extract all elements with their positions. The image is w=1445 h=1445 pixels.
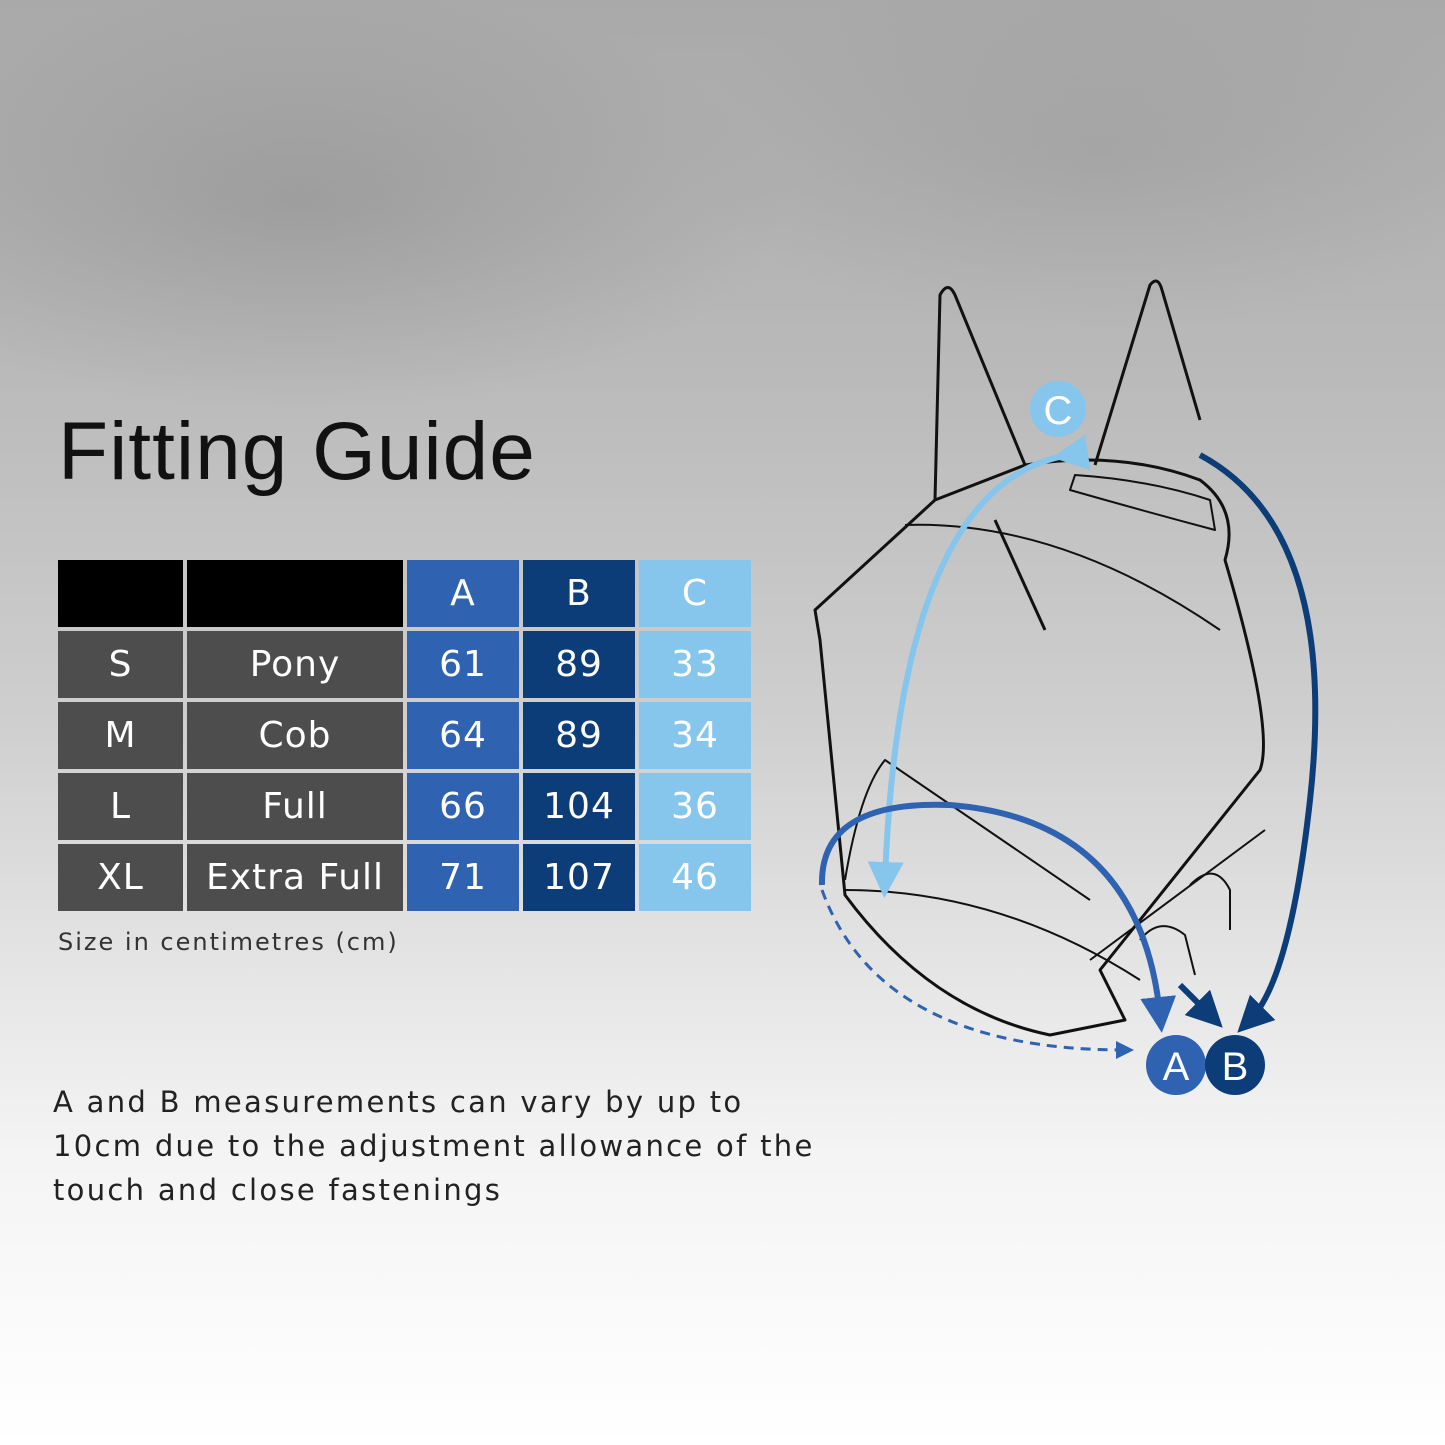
c-cell: 36 — [639, 773, 751, 840]
measurement-a-arrow — [818, 801, 1177, 1033]
table-row: S Pony 61 89 33 — [58, 631, 751, 698]
c-cell: 34 — [639, 702, 751, 769]
b-cell: 104 — [523, 773, 635, 840]
measurement-b-arrow — [1198, 452, 1319, 1033]
header-cell-c: C — [639, 560, 751, 627]
a-cell: 71 — [407, 844, 519, 911]
label-b-badge: B — [1205, 1035, 1265, 1095]
table-header-row: A B C — [58, 560, 751, 627]
header-cell-b: B — [523, 560, 635, 627]
description-text: A and B measurements can vary by up to 1… — [53, 1085, 815, 1207]
page-title: Fitting Guide — [58, 406, 536, 497]
table-row: L Full 66 104 36 — [58, 773, 751, 840]
b-cell: 89 — [523, 631, 635, 698]
size-cell: L — [58, 773, 183, 840]
size-cell: S — [58, 631, 183, 698]
size-cell: XL — [58, 844, 183, 911]
name-cell: Extra Full — [187, 844, 403, 911]
b-cell: 89 — [523, 702, 635, 769]
measurement-b-arrow-short — [1177, 982, 1223, 1028]
measurement-a-dashed — [820, 889, 1134, 1059]
a-cell: 61 — [407, 631, 519, 698]
size-cell: M — [58, 702, 183, 769]
name-cell: Full — [187, 773, 403, 840]
label-a-badge: A — [1146, 1035, 1206, 1095]
a-cell: 66 — [407, 773, 519, 840]
measurement-c-arrow — [867, 434, 1091, 898]
header-cell-size — [58, 560, 183, 627]
header-cell-name — [187, 560, 403, 627]
label-c-badge: C — [1030, 381, 1086, 437]
name-cell: Pony — [187, 631, 403, 698]
b-cell: 107 — [523, 844, 635, 911]
label-c: C — [1044, 389, 1073, 433]
table-row: XL Extra Full 71 107 46 — [58, 844, 751, 911]
table-row: M Cob 64 89 34 — [58, 702, 751, 769]
unit-note: Size in centimetres (cm) — [58, 928, 399, 956]
c-cell: 46 — [639, 844, 751, 911]
header-cell-a: A — [407, 560, 519, 627]
name-cell: Cob — [187, 702, 403, 769]
label-b: B — [1222, 1045, 1249, 1089]
c-cell: 33 — [639, 631, 751, 698]
a-cell: 64 — [407, 702, 519, 769]
size-table: A B C S Pony 61 89 33 M Cob 64 89 34 L F… — [54, 556, 755, 915]
label-a: A — [1163, 1045, 1190, 1089]
